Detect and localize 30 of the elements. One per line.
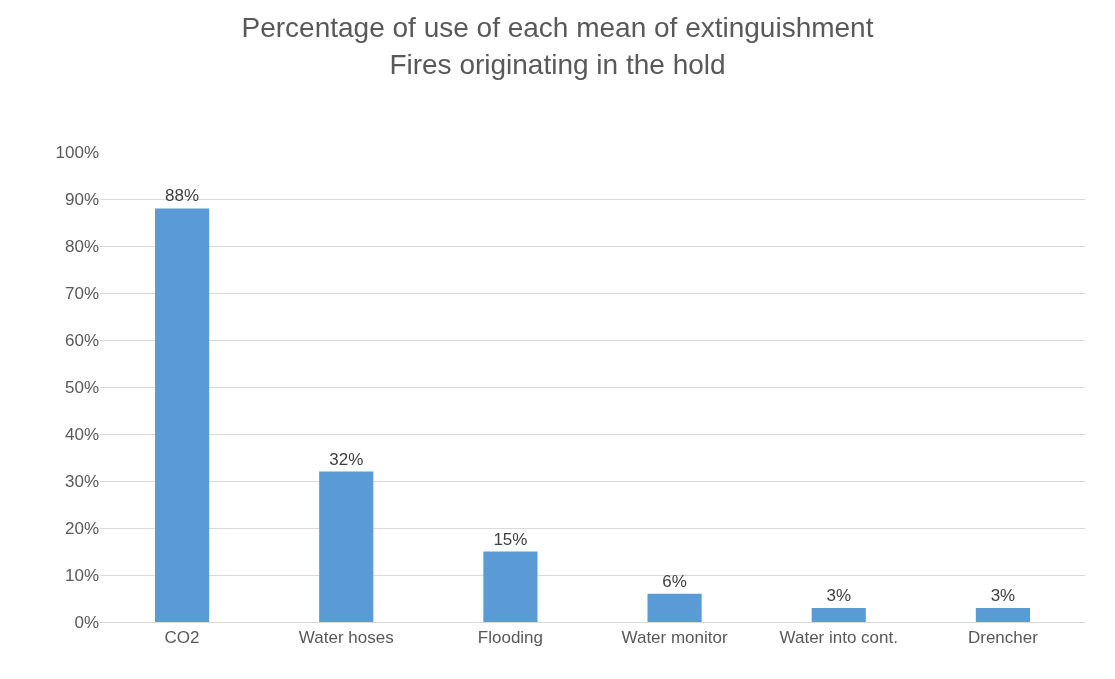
y-tick-label: 90% xyxy=(64,189,99,209)
x-tick-label: Water monitor xyxy=(621,628,728,648)
bar xyxy=(975,607,1030,622)
data-label: 3% xyxy=(990,585,1016,605)
x-tick-label: Water into cont. xyxy=(779,628,898,648)
data-label: 32% xyxy=(329,449,364,469)
y-tick-label: 10% xyxy=(64,565,99,585)
chart-title: Percentage of use of each mean of extinguishment Fires originating in the hold xyxy=(241,12,874,80)
x-tick-label: Water hoses xyxy=(298,628,394,648)
y-tick-label: 20% xyxy=(64,518,99,538)
y-tick-label: 60% xyxy=(64,330,99,350)
data-label: 3% xyxy=(826,585,852,605)
x-tick-label: Flooding xyxy=(477,628,544,648)
bar xyxy=(155,208,210,622)
bar xyxy=(319,471,374,622)
x-tick-label: CO2 xyxy=(164,628,200,648)
y-tick-label: 80% xyxy=(64,236,99,256)
bar xyxy=(483,551,538,622)
bar xyxy=(647,593,702,622)
y-tick-label: 50% xyxy=(64,377,99,397)
data-label: 15% xyxy=(493,529,528,549)
x-tick-label: Drencher xyxy=(967,628,1039,648)
y-tick-label: 40% xyxy=(64,424,99,444)
data-label: 88% xyxy=(165,186,200,206)
y-tick-label: 100% xyxy=(55,142,99,162)
data-label: 6% xyxy=(662,571,687,591)
y-tick-label: 70% xyxy=(64,283,99,303)
y-tick-label: 0% xyxy=(74,612,99,632)
y-tick-label: 30% xyxy=(64,471,99,491)
bar xyxy=(811,607,866,622)
